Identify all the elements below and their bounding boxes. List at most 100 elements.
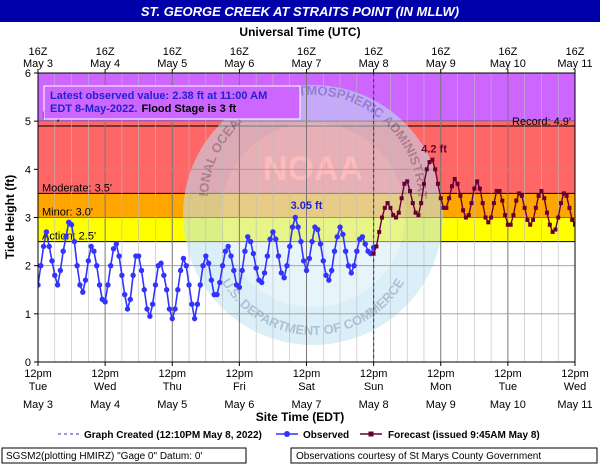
top-tick-date: May 11 (557, 58, 592, 70)
forecast-point (522, 205, 527, 210)
observed-point (189, 301, 195, 307)
observed-point (105, 282, 111, 288)
forecast-point (469, 201, 474, 206)
observed-point (228, 253, 234, 259)
observed-point (217, 279, 223, 286)
top-tick-date: May 4 (90, 58, 120, 70)
observed-point (292, 214, 298, 221)
bottom-axis-title: Site Time (EDT) (256, 410, 344, 424)
top-tick-hour: 16Z (566, 46, 585, 58)
observed-point (94, 262, 100, 269)
y-axis-ticks: 0 1 2 3 4 5 6 (25, 68, 38, 369)
bottom-tick-hour: 12pm (427, 368, 455, 380)
forecast-point (497, 189, 502, 194)
observed-point (191, 315, 198, 322)
bottom-tick-day: Wed (94, 381, 116, 393)
observed-point (203, 253, 209, 259)
observed-point (183, 262, 189, 269)
forecast-point (461, 208, 466, 213)
observed-point (289, 224, 296, 230)
bottom-tick-hour: 12pm (24, 368, 52, 380)
observed-point (242, 248, 248, 254)
forecast-point (553, 227, 558, 232)
observed-point (270, 229, 276, 235)
observed-point (180, 255, 187, 262)
observed-point (320, 258, 326, 264)
forecast-point (405, 179, 410, 184)
observed-point (247, 238, 254, 245)
bottom-tick-day: Sun (364, 381, 384, 393)
observed-point (342, 248, 349, 254)
y-tick-label: 6 (25, 68, 31, 80)
observed-point (113, 241, 120, 247)
observed-point (273, 236, 279, 242)
bottom-tick-day: Sat (298, 381, 315, 393)
top-tick-hour: 16Z (29, 46, 48, 58)
observed-point (138, 267, 145, 274)
legend-observed-marker (284, 431, 290, 437)
top-tick-hour: 16Z (364, 46, 383, 58)
observed-point (135, 253, 142, 259)
legend-observed: Observed (303, 430, 349, 441)
forecast-point (382, 205, 387, 210)
observed-point (197, 282, 203, 288)
forecast-point (447, 196, 452, 201)
observed-point (63, 234, 69, 240)
top-axis-title: Universal Time (UTC) (239, 25, 360, 39)
observed-point (231, 267, 237, 274)
forecast-point (539, 189, 544, 194)
forecast-point (441, 205, 446, 210)
forecast-point (550, 229, 555, 234)
forecast-point (508, 222, 513, 227)
record-label: Record: 4.9' (512, 116, 571, 128)
y-tick-label: 5 (25, 116, 31, 128)
bottom-tick-date: May 3 (23, 399, 53, 411)
forecast-point (570, 217, 575, 222)
observed-point (147, 313, 153, 319)
forecast-point (427, 160, 432, 165)
band-label-minor: Minor: 3.0' (42, 207, 93, 219)
observed-point (348, 270, 354, 276)
observed-point (323, 272, 329, 278)
observed-point (169, 315, 175, 322)
forecast-point (536, 193, 541, 198)
forecast-point (452, 176, 457, 181)
forecast-point (421, 181, 426, 186)
observed-point (275, 253, 282, 259)
observed-point (331, 248, 338, 254)
forecast-point (564, 193, 569, 198)
observed-point (287, 243, 293, 250)
crest-observed-label: 3.05 ft (291, 200, 323, 212)
forecast-point (503, 213, 508, 218)
bottom-tick-day: Fri (233, 381, 246, 393)
forecast-point (533, 205, 538, 210)
forecast-point (449, 184, 454, 189)
bottom-tick-date: May 11 (557, 399, 592, 411)
forecast-point (393, 215, 398, 220)
forecast-point (438, 196, 443, 201)
chart-title: ST. GEORGE CREEK AT STRAITS POINT (IN ML… (141, 4, 459, 19)
forecast-point (500, 198, 505, 203)
observed-point (278, 270, 285, 276)
forecast-point (455, 181, 460, 186)
observed-point (96, 282, 103, 288)
observed-point (80, 289, 86, 295)
observed-point (298, 238, 304, 245)
annotations: 3.05 ft 4.2 ft (291, 144, 448, 212)
bottom-tick-hour: 12pm (293, 368, 321, 380)
forecast-point (528, 222, 533, 227)
bottom-tick-day: Mon (430, 381, 451, 393)
observed-point (102, 299, 108, 305)
forecast-point (505, 222, 510, 227)
observed-point (161, 272, 167, 278)
observed-point (194, 301, 201, 307)
observed-point (186, 282, 192, 288)
observed-point (205, 260, 212, 266)
bottom-tick-date: May 4 (90, 399, 120, 411)
observed-point (74, 262, 80, 269)
forecast-point (561, 191, 566, 196)
observed-point (200, 262, 206, 269)
forecast-point (547, 222, 552, 227)
